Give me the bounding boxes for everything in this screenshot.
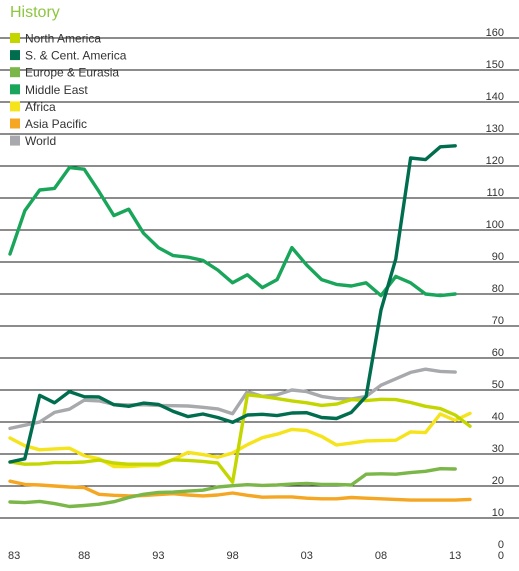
x-tick-label: 88: [78, 550, 90, 562]
y-tick-label: 110: [486, 187, 504, 199]
series-line-north-america: [8, 393, 472, 484]
y-tick-label: 80: [492, 283, 504, 295]
y-tick-label: 120: [486, 155, 504, 167]
y-tick-label: 100: [486, 219, 504, 231]
y-tick-label: 160: [486, 27, 504, 39]
y-axis-tick-labels: 0 10 20 30 40 50 60 70 80 90 100 110 120 130 140 150 160: [486, 27, 504, 551]
legend: North America S. & Cent. America Europe & …: [10, 32, 127, 148]
y-tick-label: 50: [492, 379, 504, 391]
legend-swatch: [10, 67, 20, 78]
y-tick-label: 60: [492, 347, 504, 359]
y-tick-label: 40: [492, 411, 504, 423]
series-line-asia-pacific: [8, 479, 472, 502]
series-lines: [8, 144, 472, 509]
x-tick-label: 08: [375, 550, 387, 562]
y-tick-label: 90: [492, 251, 504, 263]
legend-swatch: [10, 135, 20, 146]
legend-label: North America: [25, 32, 101, 46]
x-tick-label: 93: [152, 550, 164, 562]
y-tick-label: 140: [486, 91, 504, 103]
x-axis-tick-labels: 83 88 93 98 03 08 13 0: [8, 550, 504, 562]
legend-label: Middle East: [25, 83, 88, 97]
series-line-world: [8, 367, 457, 431]
series-line-middle-east: [8, 165, 457, 298]
y-tick-label: 30: [492, 443, 504, 455]
legend-swatch: [10, 101, 20, 112]
legend-label: World: [25, 134, 56, 148]
legend-label: Europe & Eurasia: [25, 66, 119, 80]
legend-label: Africa: [25, 100, 56, 114]
y-tick-label: 70: [492, 315, 504, 327]
y-tick-label: 150: [486, 59, 504, 71]
y-tick-label: 10: [492, 507, 504, 519]
y-tick-label: 0: [498, 539, 504, 551]
legend-swatch: [10, 118, 20, 129]
series-line-africa: [8, 411, 472, 469]
legend-label: Asia Pacific: [25, 117, 87, 131]
series-line-europe-eurasia: [8, 467, 457, 509]
y-tick-label: 20: [492, 475, 504, 487]
y-tick-label-zero: 0: [498, 550, 504, 562]
legend-swatch: [10, 50, 20, 61]
series-line-s-cent-america: [8, 144, 457, 464]
x-tick-label: 03: [301, 550, 313, 562]
y-tick-label: 130: [486, 123, 504, 135]
x-tick-label: 98: [226, 550, 238, 562]
x-tick-label: 13: [449, 550, 461, 562]
legend-swatch: [10, 33, 20, 43]
legend-label: S. & Cent. America: [25, 49, 127, 63]
y-gridlines: [0, 37, 519, 519]
legend-swatch: [10, 84, 20, 95]
x-tick-label: 83: [8, 550, 20, 562]
chart-title: History: [10, 4, 60, 21]
